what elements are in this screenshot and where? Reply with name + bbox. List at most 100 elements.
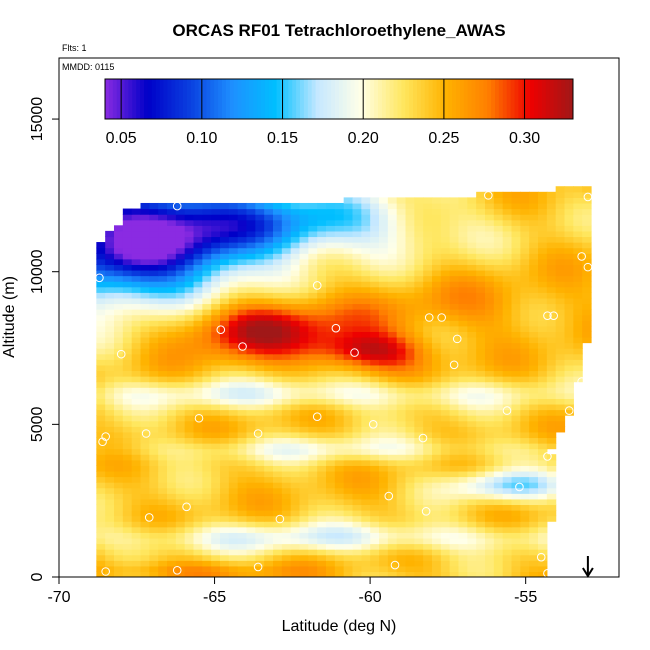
heatmap-cell [290,269,301,277]
heatmap-cell [538,258,548,265]
heatmap-cell [396,269,407,277]
heatmap-cell [449,387,460,394]
heatmap-cell [114,314,124,321]
heatmap-cell [334,348,345,355]
heatmap-cell [449,242,460,249]
heatmap-cell [502,348,513,355]
heatmap-cell [122,348,133,355]
heatmap-cell [308,381,318,388]
heatmap-cell [273,510,283,517]
heatmap-cell [149,482,159,489]
heatmap-cell [440,197,451,204]
heatmap-cell [96,549,106,556]
heatmap-cell [220,571,230,577]
heatmap-cell [467,526,477,533]
heatmap-cell [158,208,168,215]
heatmap-cell [370,269,380,277]
heatmap-cell [370,230,380,238]
heatmap-cell [396,197,407,204]
heatmap-cell [105,493,115,500]
heatmap-cell [423,454,433,461]
heatmap-cell [167,314,177,321]
heatmap-cell [237,202,248,210]
heatmap-cell [485,476,495,483]
heatmap-cell [502,336,513,344]
heatmap-cell [140,348,150,355]
heatmap-cell [334,571,345,577]
heatmap-cell [432,225,442,232]
heatmap-cell [405,415,415,422]
heatmap-cell [511,214,521,221]
heatmap-cell [414,565,424,573]
heatmap-cell [440,554,451,561]
heatmap-cell [458,448,468,455]
heatmap-cell [237,459,248,466]
heatmap-cell [467,320,477,327]
colorbar-segment [190,79,196,119]
colorbar-frame [104,78,574,120]
heatmap-cell [485,336,495,344]
heatmap-cell [449,526,460,533]
heatmap-cell [131,521,142,528]
heatmap-cell [379,202,389,210]
heatmap-cell [299,498,309,506]
heatmap-cell [184,571,195,577]
heatmap-cell [573,214,583,221]
heatmap-cell [485,197,495,204]
heatmap-cell [255,415,265,422]
heatmap-cell [184,543,195,550]
colorbar-segment [409,79,414,119]
heatmap-cell [564,376,574,383]
heatmap-cell [220,403,230,411]
heatmap-cell [220,275,230,282]
heatmap-cell [96,387,106,394]
heatmap-cell [158,403,168,411]
heatmap-cell [343,297,354,305]
heatmap-cell [493,482,504,489]
heatmap-cell [237,359,248,366]
heatmap-cell [246,353,256,360]
heatmap-cell [290,443,301,450]
heatmap-cell [546,320,557,327]
heatmap-cell [175,392,186,399]
heatmap-cell [502,526,513,533]
heatmap-cell [396,275,407,282]
heatmap-cell [228,482,239,489]
heatmap-cell [520,364,530,372]
heatmap-cell [96,314,106,321]
heatmap-cell [228,437,239,444]
heatmap-cell [255,504,265,511]
heatmap-cell [193,443,203,450]
heatmap-cell [255,532,265,539]
heatmap-cell [281,381,292,388]
heatmap-cell [290,314,301,321]
heatmap-cell [290,403,301,411]
heatmap-cell [158,426,168,433]
heatmap-cell [158,526,168,533]
heatmap-cell [299,470,309,478]
heatmap-cell [476,325,486,332]
heatmap-cell [334,269,345,277]
heatmap-cell [485,431,495,439]
heatmap-cell [273,208,283,215]
heatmap-cell [264,331,274,338]
heatmap-cell [158,364,168,372]
heatmap-cell [370,515,380,522]
heatmap-cell [255,208,265,215]
heatmap-cell [105,420,115,427]
heatmap-cell [122,253,133,260]
heatmap-cell [281,493,292,500]
heatmap-cell [105,409,115,416]
heatmap-cell [299,504,309,511]
heatmap-cell [582,242,592,249]
heatmap-cell [361,543,371,550]
heatmap-cell [573,353,583,360]
heatmap-cell [149,208,159,215]
heatmap-cell [175,470,186,478]
heatmap-cell [202,297,212,305]
heatmap-cell [140,292,150,299]
heatmap-cell [334,398,345,405]
heatmap-cell [432,437,442,444]
heatmap-cell [414,498,424,506]
heatmap-cell [326,381,336,388]
